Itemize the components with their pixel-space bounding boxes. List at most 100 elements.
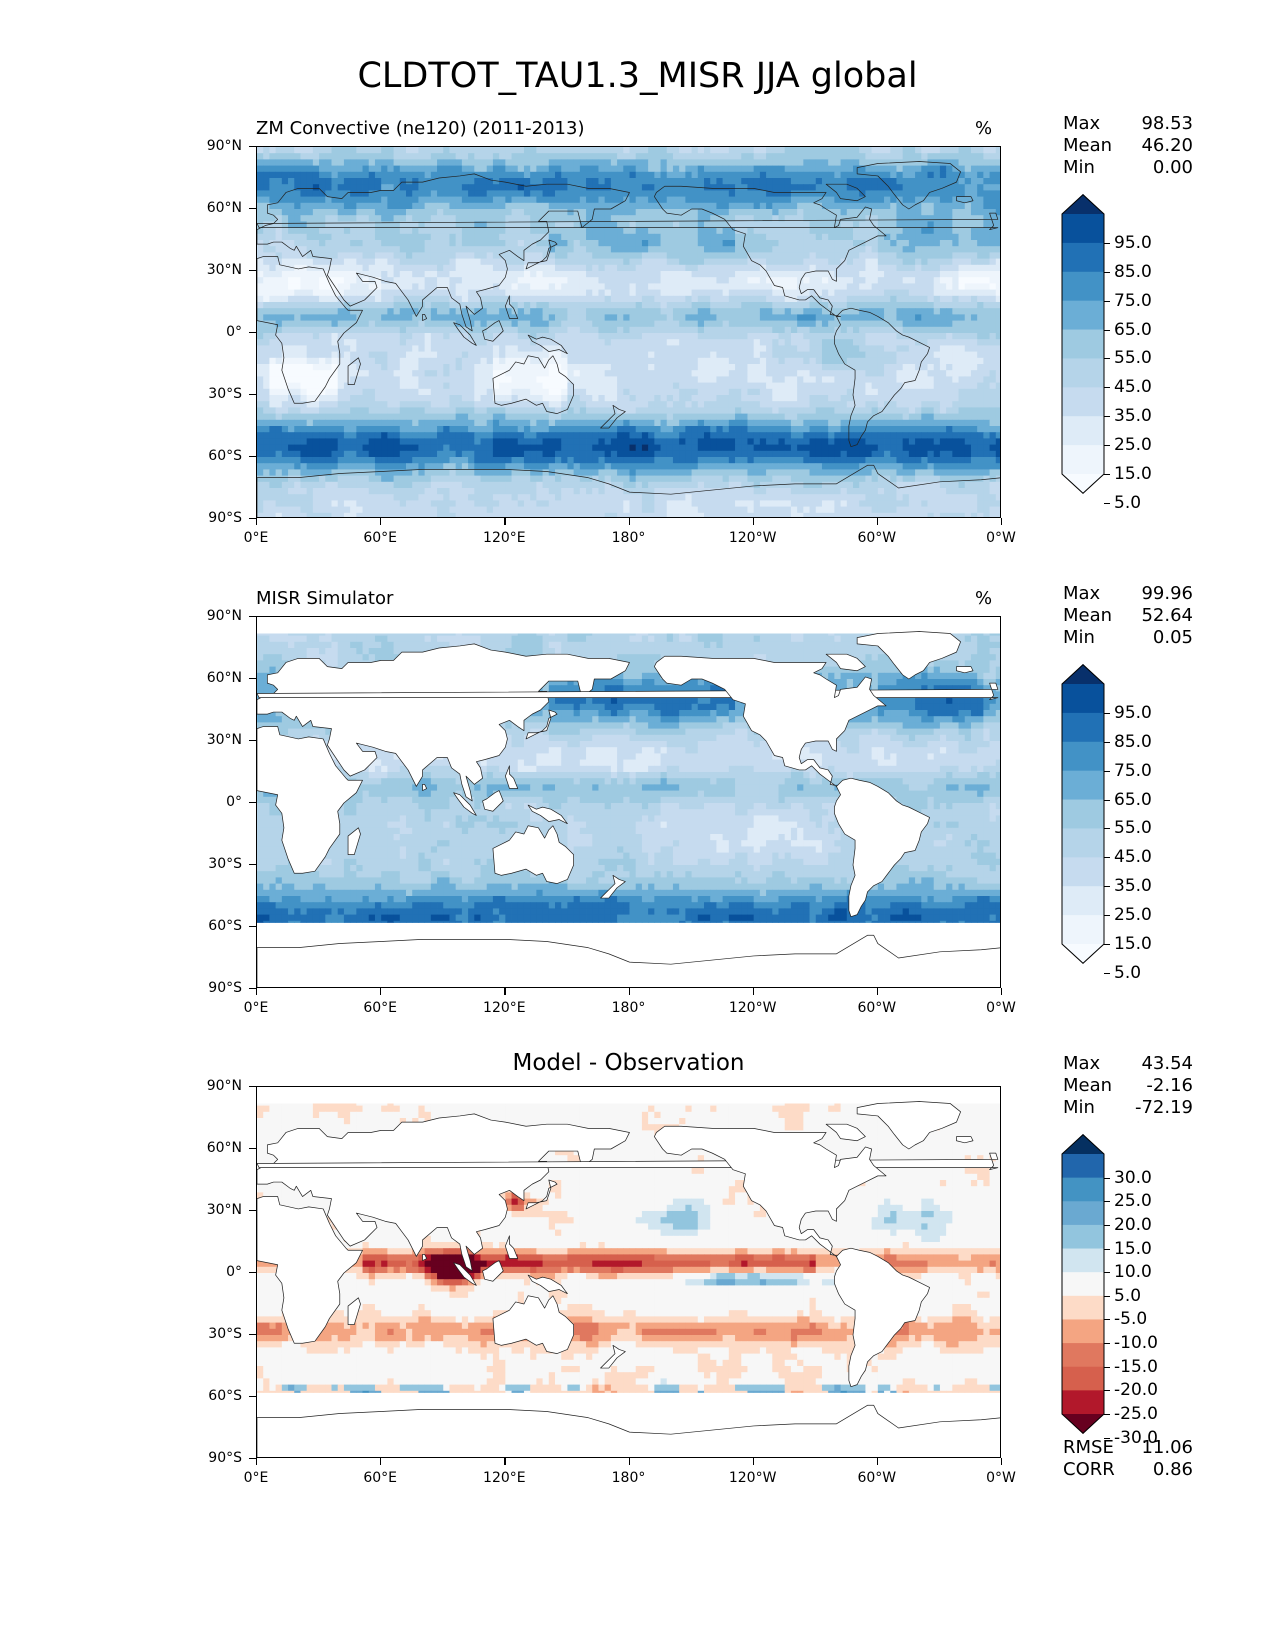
colorbar-tick — [1104, 886, 1110, 888]
metric-label: RMSE — [1063, 1437, 1114, 1459]
lat-tick — [249, 394, 256, 396]
lat-tick — [249, 740, 256, 742]
stat-label: Min — [1063, 157, 1095, 179]
stat-row: Max 43.54 — [1063, 1053, 1193, 1075]
lat-tick — [249, 1334, 256, 1336]
lat-tick — [249, 1396, 256, 1398]
lon-tick — [504, 518, 506, 525]
lat-tick-label: 60°S — [208, 448, 242, 464]
colorbar-segment — [1062, 857, 1104, 887]
stat-value: 52.64 — [1141, 605, 1193, 627]
lat-tick-label: 30°S — [208, 386, 242, 402]
colorbar-label: 45.0 — [1114, 847, 1152, 867]
panel-title-center: Model - Observation — [256, 1050, 1001, 1076]
colorbar-tick — [1104, 857, 1110, 859]
colorbar-tick — [1104, 358, 1110, 360]
lat-tick-label: 30°N — [207, 262, 242, 278]
colorbar-segment — [1062, 271, 1104, 302]
lon-tick-label: 0°E — [244, 530, 269, 546]
stat-row: Mean -2.16 — [1063, 1075, 1193, 1097]
colorbar-label: 5.0 — [1114, 963, 1141, 983]
stat-value: -72.19 — [1135, 1097, 1193, 1119]
colorbar-segment — [1062, 770, 1104, 801]
colorbar-segment — [1062, 1224, 1104, 1250]
metric-label: CORR — [1063, 1459, 1115, 1481]
colorbar-tick — [1104, 1319, 1110, 1321]
colorbar-label: 75.0 — [1114, 291, 1152, 311]
lon-tick — [380, 1458, 382, 1465]
colorbar-label: -5.0 — [1114, 1309, 1147, 1329]
colorbar-tick — [1104, 944, 1110, 945]
stat-value: 46.20 — [1141, 135, 1193, 157]
lat-tick-label: 90°S — [208, 980, 242, 996]
colorbar-tick — [1104, 1177, 1110, 1179]
figure-title: CLDTOT_TAU1.3_MISR JJA global — [0, 56, 1275, 96]
lon-tick-label: 120°W — [729, 530, 777, 546]
lat-tick — [249, 1210, 256, 1212]
lon-tick-label: 180° — [612, 530, 646, 546]
panel-title-left: MISR Simulator — [256, 588, 393, 609]
colorbar-label: 30.0 — [1114, 1168, 1152, 1188]
lat-tick-label: 90°N — [207, 608, 242, 624]
lon-tick — [256, 988, 258, 995]
colorbar-label: -25.0 — [1114, 1404, 1158, 1424]
colorbar-segment — [1062, 1154, 1104, 1179]
colorbar-tick — [1104, 387, 1110, 389]
lat-tick-label: 0° — [226, 1264, 242, 1280]
lon-tick — [628, 518, 630, 525]
lon-tick — [504, 1458, 506, 1465]
lat-tick-label: 90°S — [208, 510, 242, 526]
coastlines — [257, 161, 1000, 517]
stat-value: -2.16 — [1146, 1075, 1193, 1097]
lon-tick-label: 180° — [612, 1000, 646, 1016]
lat-tick — [249, 1458, 256, 1460]
colorbar-tick — [1104, 741, 1110, 743]
lon-tick — [752, 518, 754, 525]
colorbar — [1061, 664, 1105, 964]
colorbar-label: 25.0 — [1114, 435, 1152, 455]
field-cells — [257, 147, 1000, 517]
lon-tick-label: 0°W — [986, 1470, 1016, 1486]
stat-row: Max 99.96 — [1063, 583, 1193, 605]
lat-tick — [249, 1148, 256, 1150]
metrics-box: RMSE 11.06 CORR 0.86 — [1063, 1437, 1193, 1481]
stat-value: 43.54 — [1141, 1053, 1193, 1075]
lat-tick — [249, 616, 256, 618]
colorbar-segment — [1062, 684, 1104, 714]
stat-value: 99.96 — [1141, 583, 1193, 605]
lon-tick — [628, 1458, 630, 1465]
lon-tick-label: 60°W — [857, 1470, 896, 1486]
colorbar-label: 65.0 — [1114, 790, 1152, 810]
lat-tick-label: 60°N — [207, 670, 242, 686]
panel-units: % — [975, 588, 992, 609]
lon-tick — [752, 988, 754, 995]
lat-tick — [249, 1272, 256, 1274]
lon-tick — [256, 518, 258, 525]
lat-tick — [249, 926, 256, 928]
colorbar-label: 20.0 — [1114, 1215, 1152, 1235]
metric-row: RMSE 11.06 — [1063, 1437, 1193, 1459]
stats-box: Max 98.53 Mean 46.20 Min 0.00 — [1063, 113, 1193, 179]
colorbar-tick — [1104, 416, 1110, 418]
colorbar-tick — [1104, 1414, 1110, 1415]
stats-box: Max 43.54 Mean -2.16 Min -72.19 — [1063, 1053, 1193, 1119]
lat-tick — [249, 802, 256, 804]
lat-tick-label: 0° — [226, 324, 242, 340]
colorbar-label: -30.0 — [1114, 1428, 1158, 1448]
panel-title-left: ZM Convective (ne120) (2011-2013) — [256, 118, 584, 139]
colorbar-segment — [1062, 741, 1104, 772]
colorbar-segment — [1062, 445, 1104, 475]
colorbar-label: 10.0 — [1114, 1262, 1152, 1282]
colorbar-label: -20.0 — [1114, 1380, 1158, 1400]
stats-box: Max 99.96 Mean 52.64 Min 0.05 — [1063, 583, 1193, 649]
lon-tick-label: 120°E — [483, 1000, 526, 1016]
colorbar-tick — [1104, 474, 1110, 475]
stat-label: Mean — [1063, 605, 1112, 627]
lat-tick — [249, 678, 256, 680]
lat-tick — [249, 518, 256, 520]
stat-row: Max 98.53 — [1063, 113, 1193, 135]
colorbar-tick — [1104, 770, 1110, 772]
lat-tick — [249, 208, 256, 210]
stat-row: Min 0.05 — [1063, 627, 1193, 649]
lat-tick-label: 60°N — [207, 1140, 242, 1156]
